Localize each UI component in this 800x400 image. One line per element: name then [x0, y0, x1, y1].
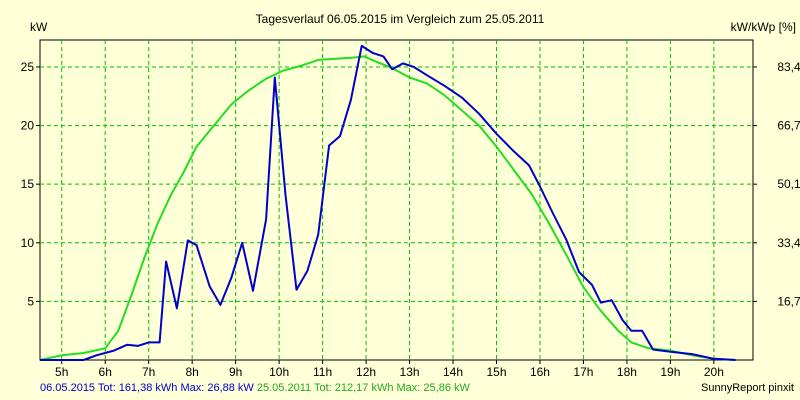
credit-text: SunnyReport pinxit	[701, 382, 794, 394]
y-axis-left-label: kW	[30, 20, 48, 34]
x-tick-label: 19h	[660, 365, 680, 379]
x-tick-label: 16h	[530, 365, 550, 379]
x-tick-label: 6h	[99, 365, 112, 379]
y-tick-label-left: 5	[27, 294, 34, 308]
x-tick-label: 11h	[313, 365, 332, 379]
y-tick-label-left: 10	[21, 236, 35, 250]
series1-summary: 06.05.2015 Tot: 161,38 kWh Max: 26,88 kW	[40, 382, 254, 394]
x-tick-label: 18h	[617, 365, 637, 379]
y-tick-label-right: 16,7	[777, 294, 800, 308]
x-tick-label: 10h	[269, 365, 289, 379]
x-tick-label: 7h	[142, 365, 155, 379]
chart-title: Tagesverlauf 06.05.2015 im Vergleich zum…	[256, 12, 545, 26]
y-tick-label-left: 15	[21, 177, 35, 191]
grid	[40, 40, 753, 360]
axis-ticks: 5h 6h 7h 8h 9h 10h 11h 12h 13h 14h 15h 16h 17h 18h 19h…	[21, 60, 800, 379]
y-tick-label-right: 83,4	[777, 60, 800, 74]
plot-area	[39, 39, 754, 361]
series-line-06-05-2015	[40, 44, 736, 361]
y-tick-label-right: 33,4	[777, 236, 800, 250]
x-tick-label: 20h	[704, 365, 724, 379]
series-line-25-05-2011	[39, 55, 736, 361]
x-tick-label: 5h	[55, 365, 68, 379]
x-tick-label: 14h	[443, 365, 463, 379]
y-tick-label-right: 66,7	[777, 119, 800, 133]
footer-summary: 06.05.2015 Tot: 161,38 kWh Max: 26,88 kW…	[40, 382, 470, 394]
x-tick-label: 12h	[356, 365, 376, 379]
x-tick-label: 17h	[573, 365, 593, 379]
y-axis-right-label: kW/kWp [%]	[731, 20, 796, 34]
series2-summary: 25.05.2011 Tot: 212,17 kWh Max: 25,86 kW	[256, 382, 470, 394]
y-tick-label-left: 20	[21, 119, 35, 133]
x-tick-label: 13h	[400, 365, 420, 379]
x-tick-label: 9h	[229, 365, 242, 379]
y-tick-label-right: 50,1	[777, 177, 800, 191]
x-tick-label: 8h	[185, 365, 198, 379]
y-tick-label-left: 25	[21, 60, 35, 74]
series-layer	[39, 44, 736, 361]
x-tick-label: 15h	[486, 365, 506, 379]
